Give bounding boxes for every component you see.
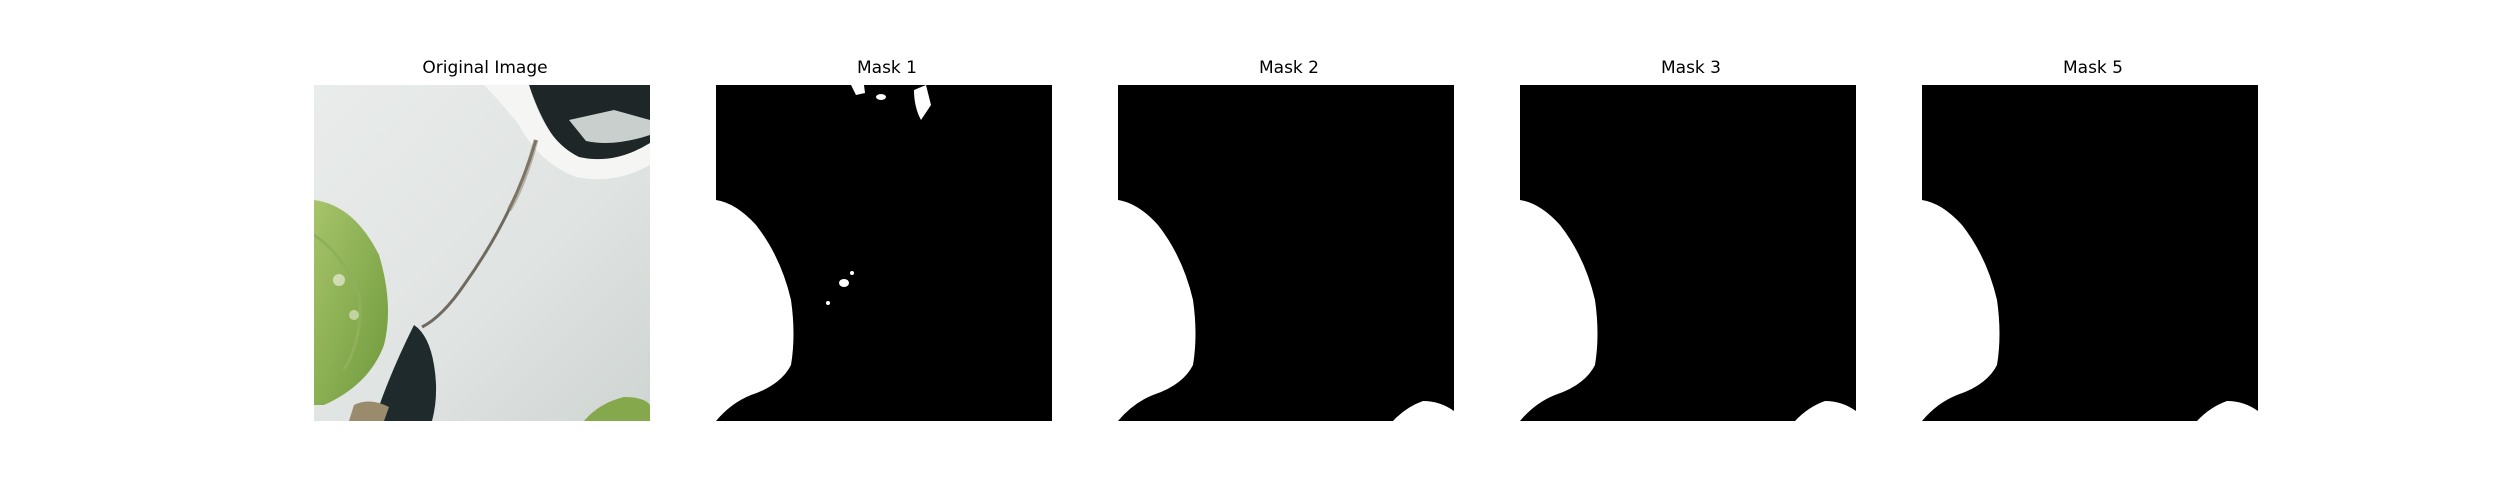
mask-5-title: Mask 5 <box>2062 58 2123 78</box>
mask-1-image <box>716 85 1052 421</box>
mask-1-title: Mask 1 <box>856 58 917 78</box>
mask-3-title: Mask 3 <box>1660 58 1721 78</box>
mask-2-title: Mask 2 <box>1258 58 1319 78</box>
mask-2-panel: Mask 2 <box>1118 56 1460 421</box>
original-image-panel: Original Image <box>314 56 656 421</box>
mask-5-panel: Mask 5 <box>1922 56 2264 421</box>
mask-1-panel: Mask 1 <box>716 56 1058 421</box>
original-image-title: Original Image <box>422 58 548 78</box>
mask-2-image <box>1118 85 1454 421</box>
mask-5-image <box>1922 85 2258 421</box>
mask-3-image <box>1520 85 1856 421</box>
original-image <box>314 85 650 421</box>
mask-3-panel: Mask 3 <box>1520 56 1862 421</box>
